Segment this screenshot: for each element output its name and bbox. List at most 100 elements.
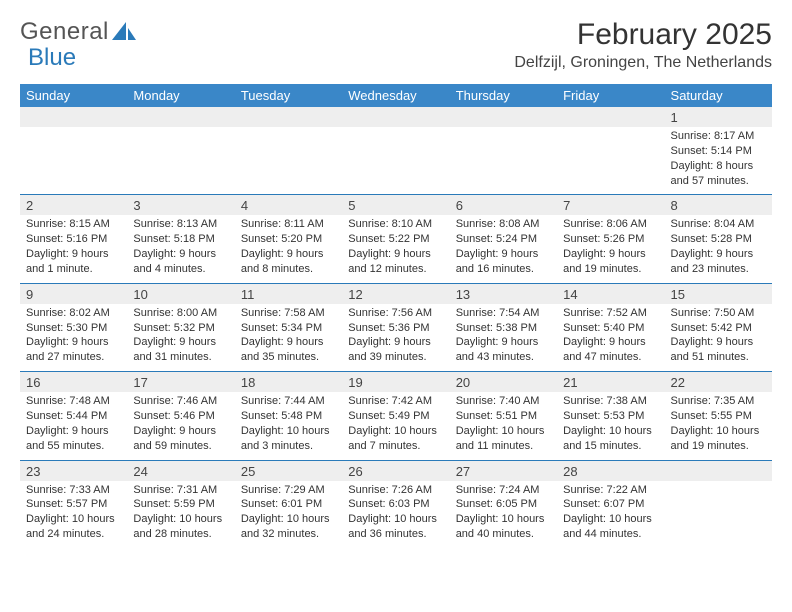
day-number-cell: 2 — [20, 195, 127, 215]
daylight-line: Daylight: 9 hours and 35 minutes. — [241, 335, 336, 365]
day-details-cell — [450, 127, 557, 195]
sunset-line: Sunset: 5:46 PM — [133, 409, 228, 424]
weekday-header: Wednesday — [342, 84, 449, 107]
day-number-cell — [20, 107, 127, 127]
day-number-cell — [127, 107, 234, 127]
day-number-cell: 9 — [20, 284, 127, 304]
sunset-line: Sunset: 5:34 PM — [241, 321, 336, 336]
daylight-line: Daylight: 9 hours and 39 minutes. — [348, 335, 443, 365]
day-details-cell: Sunrise: 7:24 AMSunset: 6:05 PMDaylight:… — [450, 481, 557, 548]
daylight-line: Daylight: 9 hours and 12 minutes. — [348, 247, 443, 277]
sunset-line: Sunset: 5:59 PM — [133, 497, 228, 512]
day-details-row: Sunrise: 8:02 AMSunset: 5:30 PMDaylight:… — [20, 304, 772, 372]
day-number-row: 232425262728 — [20, 461, 772, 481]
day-number-cell: 24 — [127, 461, 234, 481]
sunrise-line: Sunrise: 8:11 AM — [241, 217, 336, 232]
sunrise-line: Sunrise: 8:15 AM — [26, 217, 121, 232]
day-number-cell: 28 — [557, 461, 664, 481]
day-number-row: 1 — [20, 107, 772, 127]
day-number-cell: 20 — [450, 372, 557, 392]
daylight-line: Daylight: 9 hours and 8 minutes. — [241, 247, 336, 277]
day-number-cell: 14 — [557, 284, 664, 304]
weekday-header: Sunday — [20, 84, 127, 107]
sunset-line: Sunset: 5:57 PM — [26, 497, 121, 512]
sunset-line: Sunset: 5:42 PM — [671, 321, 766, 336]
day-details-cell: Sunrise: 7:46 AMSunset: 5:46 PMDaylight:… — [127, 392, 234, 460]
day-number-cell: 13 — [450, 284, 557, 304]
day-details-cell: Sunrise: 8:08 AMSunset: 5:24 PMDaylight:… — [450, 215, 557, 283]
day-details-cell: Sunrise: 7:31 AMSunset: 5:59 PMDaylight:… — [127, 481, 234, 548]
day-details-cell: Sunrise: 7:48 AMSunset: 5:44 PMDaylight:… — [20, 392, 127, 460]
sunset-line: Sunset: 5:49 PM — [348, 409, 443, 424]
day-details-cell — [20, 127, 127, 195]
sunrise-line: Sunrise: 7:58 AM — [241, 306, 336, 321]
sunset-line: Sunset: 5:36 PM — [348, 321, 443, 336]
daylight-line: Daylight: 10 hours and 36 minutes. — [348, 512, 443, 542]
daylight-line: Daylight: 9 hours and 16 minutes. — [456, 247, 551, 277]
sunrise-line: Sunrise: 7:54 AM — [456, 306, 551, 321]
sunrise-line: Sunrise: 7:33 AM — [26, 483, 121, 498]
sunrise-line: Sunrise: 8:04 AM — [671, 217, 766, 232]
sunset-line: Sunset: 5:26 PM — [563, 232, 658, 247]
daylight-line: Daylight: 10 hours and 15 minutes. — [563, 424, 658, 454]
day-number-cell: 8 — [665, 195, 772, 215]
day-details-cell: Sunrise: 8:15 AMSunset: 5:16 PMDaylight:… — [20, 215, 127, 283]
sunset-line: Sunset: 5:53 PM — [563, 409, 658, 424]
sunrise-line: Sunrise: 7:42 AM — [348, 394, 443, 409]
sunrise-line: Sunrise: 8:08 AM — [456, 217, 551, 232]
sunset-line: Sunset: 6:03 PM — [348, 497, 443, 512]
brand-word-1: General — [20, 18, 109, 46]
daylight-line: Daylight: 10 hours and 28 minutes. — [133, 512, 228, 542]
sunset-line: Sunset: 5:51 PM — [456, 409, 551, 424]
daylight-line: Daylight: 9 hours and 23 minutes. — [671, 247, 766, 277]
day-details-cell: Sunrise: 8:00 AMSunset: 5:32 PMDaylight:… — [127, 304, 234, 372]
daylight-line: Daylight: 9 hours and 55 minutes. — [26, 424, 121, 454]
day-details-cell: Sunrise: 7:42 AMSunset: 5:49 PMDaylight:… — [342, 392, 449, 460]
calendar-body: 1Sunrise: 8:17 AMSunset: 5:14 PMDaylight… — [20, 107, 772, 548]
sunrise-line: Sunrise: 7:22 AM — [563, 483, 658, 498]
sunset-line: Sunset: 5:38 PM — [456, 321, 551, 336]
brand-sail-icon — [112, 22, 138, 42]
daylight-line: Daylight: 9 hours and 31 minutes. — [133, 335, 228, 365]
weekday-header-row: Sunday Monday Tuesday Wednesday Thursday… — [20, 84, 772, 107]
sunset-line: Sunset: 5:14 PM — [671, 144, 766, 159]
sunset-line: Sunset: 6:05 PM — [456, 497, 551, 512]
day-details-row: Sunrise: 7:33 AMSunset: 5:57 PMDaylight:… — [20, 481, 772, 548]
daylight-line: Daylight: 10 hours and 19 minutes. — [671, 424, 766, 454]
day-number-cell: 22 — [665, 372, 772, 392]
day-details-cell: Sunrise: 7:38 AMSunset: 5:53 PMDaylight:… — [557, 392, 664, 460]
sunset-line: Sunset: 5:18 PM — [133, 232, 228, 247]
day-number-cell — [665, 461, 772, 481]
sunrise-line: Sunrise: 7:52 AM — [563, 306, 658, 321]
daylight-line: Daylight: 8 hours and 57 minutes. — [671, 159, 766, 189]
sunrise-line: Sunrise: 7:26 AM — [348, 483, 443, 498]
day-number-cell: 18 — [235, 372, 342, 392]
daylight-line: Daylight: 9 hours and 47 minutes. — [563, 335, 658, 365]
daylight-line: Daylight: 9 hours and 4 minutes. — [133, 247, 228, 277]
day-details-cell: Sunrise: 8:02 AMSunset: 5:30 PMDaylight:… — [20, 304, 127, 372]
daylight-line: Daylight: 10 hours and 24 minutes. — [26, 512, 121, 542]
day-details-cell: Sunrise: 7:35 AMSunset: 5:55 PMDaylight:… — [665, 392, 772, 460]
weekday-header: Monday — [127, 84, 234, 107]
calendar-location: Delfzijl, Groningen, The Netherlands — [514, 54, 772, 72]
sunset-line: Sunset: 5:28 PM — [671, 232, 766, 247]
sunrise-line: Sunrise: 7:56 AM — [348, 306, 443, 321]
sunset-line: Sunset: 5:16 PM — [26, 232, 121, 247]
day-details-cell: Sunrise: 8:06 AMSunset: 5:26 PMDaylight:… — [557, 215, 664, 283]
weekday-header: Thursday — [450, 84, 557, 107]
sunrise-line: Sunrise: 8:10 AM — [348, 217, 443, 232]
day-number-cell — [235, 107, 342, 127]
day-details-cell: Sunrise: 8:13 AMSunset: 5:18 PMDaylight:… — [127, 215, 234, 283]
day-number-row: 9101112131415 — [20, 284, 772, 304]
day-number-cell: 7 — [557, 195, 664, 215]
day-details-cell: Sunrise: 8:04 AMSunset: 5:28 PMDaylight:… — [665, 215, 772, 283]
day-number-cell: 10 — [127, 284, 234, 304]
daylight-line: Daylight: 9 hours and 1 minute. — [26, 247, 121, 277]
day-details-cell: Sunrise: 7:44 AMSunset: 5:48 PMDaylight:… — [235, 392, 342, 460]
sunrise-line: Sunrise: 7:31 AM — [133, 483, 228, 498]
weekday-header: Saturday — [665, 84, 772, 107]
sunrise-line: Sunrise: 7:48 AM — [26, 394, 121, 409]
day-details-cell — [235, 127, 342, 195]
sunrise-line: Sunrise: 8:06 AM — [563, 217, 658, 232]
sunset-line: Sunset: 6:07 PM — [563, 497, 658, 512]
